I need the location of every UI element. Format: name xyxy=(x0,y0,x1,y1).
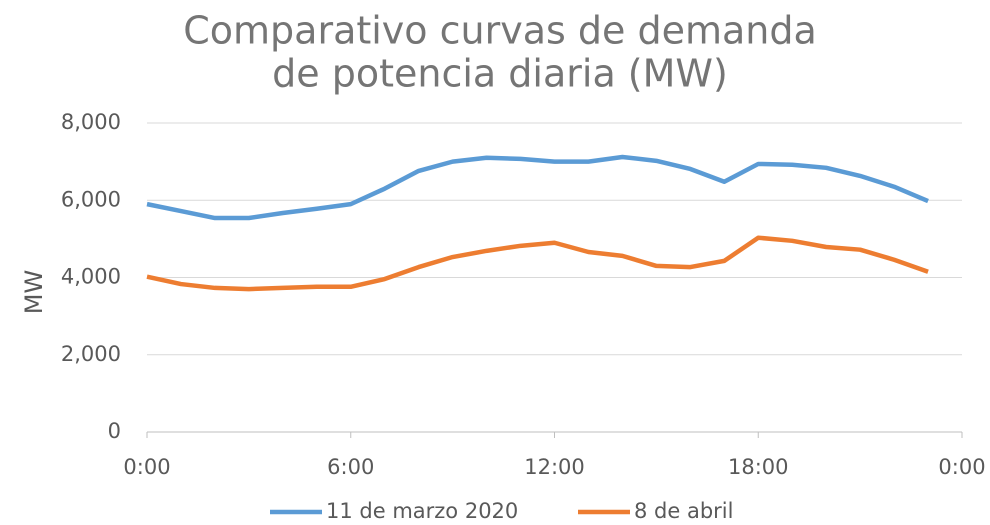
x-tick-label: 12:00 xyxy=(524,455,585,479)
legend-label: 8 de abril xyxy=(634,499,733,523)
x-tick-label: 18:00 xyxy=(728,455,789,479)
y-tick-label: 8,000 xyxy=(61,110,121,134)
y-axis-label: MW xyxy=(20,270,48,314)
y-tick-label: 2,000 xyxy=(61,342,121,366)
line-series xyxy=(146,154,929,221)
chart-title: Comparativo curvas de demanda xyxy=(183,9,817,53)
chart-title: de potencia diaria (MW) xyxy=(272,52,728,96)
x-tick-label: 0:00 xyxy=(123,455,170,479)
y-tick-label: 4,000 xyxy=(61,265,121,289)
line-series xyxy=(146,235,929,292)
legend-label: 11 de marzo 2020 xyxy=(326,499,518,523)
x-tick-label: 0:00 xyxy=(938,455,985,479)
x-tick-label: 6:00 xyxy=(327,455,374,479)
y-tick-label: 0 xyxy=(108,419,121,443)
y-tick-label: 6,000 xyxy=(61,187,121,211)
